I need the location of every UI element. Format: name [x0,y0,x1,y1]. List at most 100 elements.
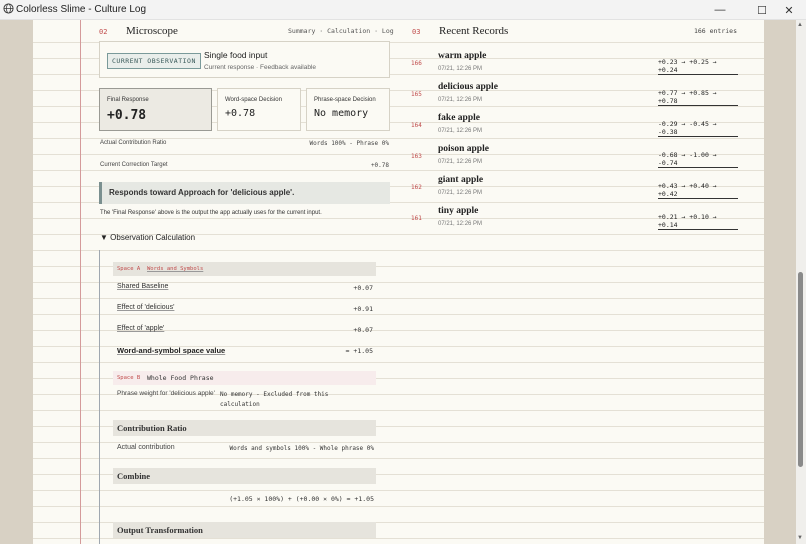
shared-baseline-link[interactable]: Shared Baseline [117,283,169,290]
effect-delicious-value: +0.91 [353,305,373,313]
record-calc: +0.43 → +0.40 → +0.42 [658,182,738,199]
output-header: Output Transformation [113,522,376,538]
combine-heading: Combine [117,471,151,481]
note-text: The 'Final Response' above is the output… [100,210,322,216]
space-a-name-link[interactable]: Words and Symbols [147,266,204,272]
record-name: delicious apple [438,82,498,92]
record-name: giant apple [438,175,484,185]
records-list: 166 warm apple 07/21, 12:26 PM +0.23 → +… [411,49,738,234]
record-time: 07/21, 12:26 PM [438,97,483,103]
word-space-total-link[interactable]: Word-and-symbol space value [117,346,226,355]
close-button[interactable]: ✕ [772,0,806,20]
space-a-label: Space A [117,266,141,272]
space-b-header: Space B Whole Food Phrase [113,371,376,385]
contribution-header: Contribution Ratio [113,420,376,436]
scrollbar-thumb[interactable] [798,272,803,467]
close-icon: ✕ [784,4,794,17]
minimize-icon: — [714,4,726,16]
calc-rule [99,250,100,544]
record-name: poison apple [438,144,489,154]
record-name: fake apple [438,113,480,123]
window-title: Colorless Slime - Culture Log [16,4,147,15]
final-response-label: Final Response [107,97,149,103]
window-titlebar: Colorless Slime - Culture Log — ☐ ✕ [0,0,806,20]
combine-header: Combine [113,468,376,484]
contribution-heading: Contribution Ratio [117,423,187,433]
globe-icon [3,3,14,14]
scroll-up-icon[interactable]: ▲ [797,22,803,28]
phrase-space-card: Phrase-space Decision No memory [306,88,390,131]
section-number: 02 [99,28,108,36]
target-label: Current Correction Target [100,162,168,168]
margin-line [80,20,81,544]
space-b-label: Space B [117,375,141,381]
record-calc: +0.23 → +0.25 → +0.24 [658,58,738,75]
records-count: 166 entries [693,27,737,35]
record-time: 07/21, 12:26 PM [438,221,483,227]
space-b-name: Whole Food Phrase [147,374,214,382]
record-calc: +0.77 → +0.85 → +0.78 [658,89,738,106]
record-time: 07/21, 12:26 PM [438,159,483,165]
left-background [0,20,33,544]
record-name: tiny apple [438,206,479,216]
contribution-value: Words and symbols 100% - Whole phrase 0% [229,445,375,452]
record-item[interactable]: 166 warm apple 07/21, 12:26 PM +0.23 → +… [411,49,738,80]
record-item[interactable]: 161 tiny apple 07/21, 12:26 PM +0.21 → +… [411,204,738,235]
ratio-value: Words 100% - Phrase 0% [309,140,389,147]
record-item[interactable]: 165 delicious apple 07/21, 12:26 PM +0.7… [411,80,738,111]
observation-card: CURRENT OBSERVATION Single food input Cu… [99,41,390,78]
record-id: 163 [411,153,422,160]
word-space-card: Word-space Decision +0.78 [217,88,301,131]
final-response-value: +0.78 [107,108,147,123]
record-id: 162 [411,184,422,191]
word-space-total-value: ≈ +1.05 [345,347,373,355]
right-background [764,20,796,544]
record-name: warm apple [438,51,487,61]
combine-formula: (+1.05 × 100%) + (+0.00 × 0%) ≈ +1.05 [229,495,374,503]
target-value: +0.78 [370,162,389,169]
phrase-weight-value: No memory - Excluded from this calculati… [220,391,329,408]
maximize-icon: ☐ [757,4,767,17]
record-calc: +0.21 → +0.10 → +0.14 [658,213,738,230]
phrase-space-label: Phrase-space Decision [314,97,376,103]
effect-apple-link[interactable]: Effect of 'apple' [117,325,165,332]
word-space-value: +0.78 [225,108,256,119]
contribution-label: Actual contribution [117,444,175,451]
response-banner: Responds toward Approach for 'delicious … [99,182,390,204]
record-id: 164 [411,122,422,129]
record-time: 07/21, 12:26 PM [438,190,483,196]
records-number: 03 [412,28,421,36]
records-title: Recent Records [439,25,509,37]
observation-subtitle: Current response · Feedback available [204,64,317,71]
phrase-weight-label: Phrase weight for 'delicious apple' [117,390,215,397]
shared-baseline-value: +0.07 [353,284,373,292]
record-id: 161 [411,215,422,222]
observation-title: Single food input [204,50,268,60]
calculation-toggle[interactable]: ▼ Observation Calculation [100,233,196,242]
phrase-space-value: No memory [314,108,369,119]
effect-delicious-link[interactable]: Effect of 'delicious' [117,304,175,311]
record-time: 07/21, 12:26 PM [438,66,483,72]
section-nav[interactable]: Summary · Calculation · Log [288,27,394,35]
record-item[interactable]: 164 fake apple 07/21, 12:26 PM -0.29 → -… [411,111,738,142]
space-a-header: Space A Words and Symbols [113,262,376,276]
minimize-button[interactable]: — [703,0,737,20]
section-title: Microscope [126,25,178,37]
ratio-label: Actual Contribution Ratio [100,140,167,146]
word-space-label: Word-space Decision [225,97,282,103]
record-calc: -0.29 → -0.45 → -0.38 [658,120,738,137]
final-response-card: Final Response +0.78 [99,88,212,131]
scroll-down-icon[interactable]: ▼ [797,535,803,541]
record-calc: -0.68 → -1.00 → -0.74 [658,151,738,168]
record-id: 166 [411,60,422,67]
record-item[interactable]: 162 giant apple 07/21, 12:26 PM +0.43 → … [411,173,738,204]
observation-badge: CURRENT OBSERVATION [107,53,201,69]
notebook-paper: 02 Microscope Summary · Calculation · Lo… [33,20,764,544]
effect-apple-value: +0.07 [353,326,373,334]
record-item[interactable]: 163 poison apple 07/21, 12:26 PM -0.68 →… [411,142,738,173]
banner-text: Responds toward Approach for 'delicious … [109,188,295,197]
output-heading: Output Transformation [117,525,203,535]
maximize-button[interactable]: ☐ [745,0,779,20]
record-id: 165 [411,91,422,98]
record-time: 07/21, 12:26 PM [438,128,483,134]
